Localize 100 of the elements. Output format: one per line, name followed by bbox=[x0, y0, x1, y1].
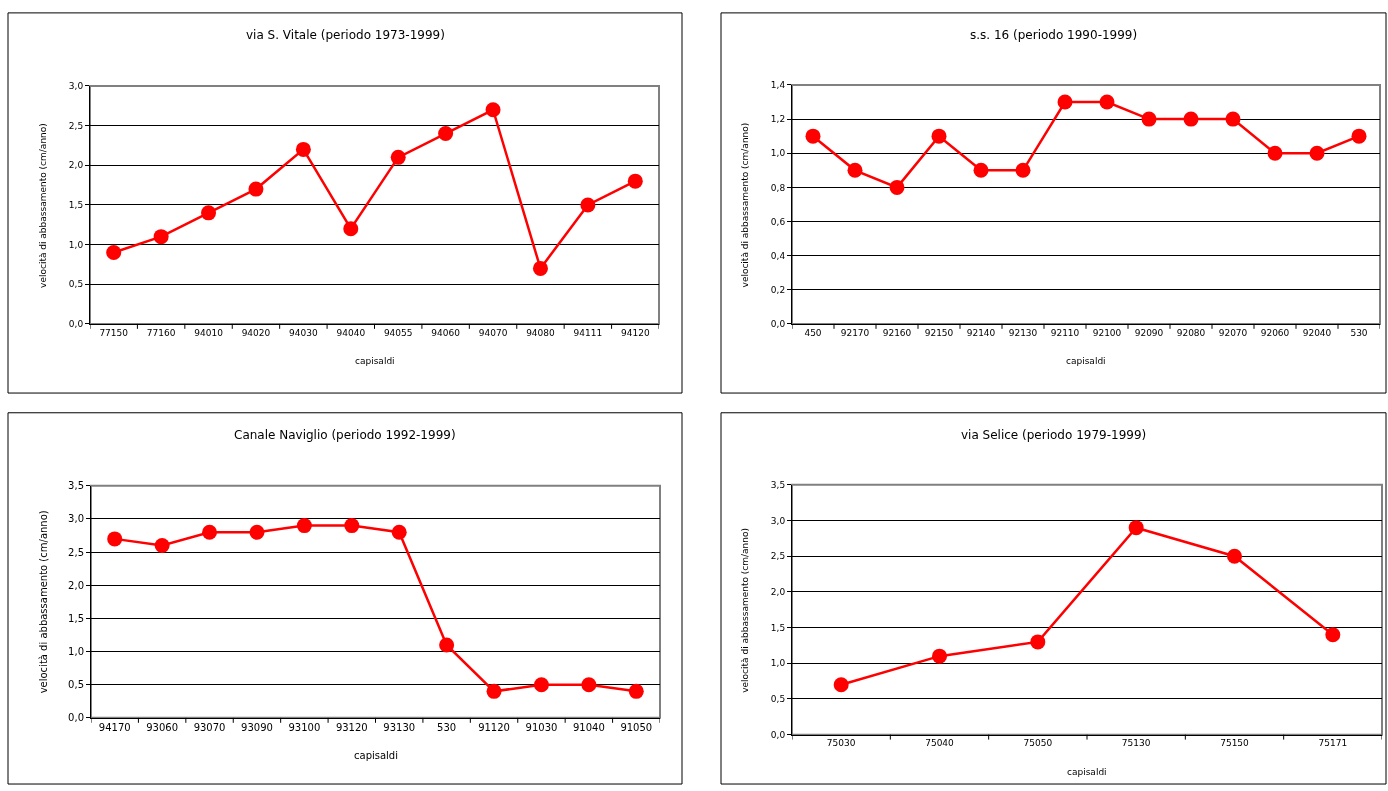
x-tick-label: 530 bbox=[437, 721, 457, 733]
point bbox=[485, 102, 501, 118]
y-tick-label: 1,5 bbox=[770, 622, 786, 633]
point bbox=[438, 126, 454, 142]
x-tick-label: 75040 bbox=[925, 738, 955, 749]
x-tick-label: 77150 bbox=[99, 327, 129, 338]
point bbox=[805, 128, 821, 144]
point bbox=[248, 181, 264, 197]
x-tick-label: 92130 bbox=[1008, 327, 1038, 338]
point bbox=[1057, 94, 1073, 110]
y-tick-label: 0,5 bbox=[68, 679, 84, 691]
x-tick-label: 91050 bbox=[620, 721, 653, 733]
point bbox=[1183, 111, 1199, 127]
y-tick-label: 0,2 bbox=[770, 284, 786, 295]
point bbox=[439, 637, 455, 653]
y-axis-title: velocità di abbassamento (cm/anno) bbox=[740, 527, 751, 693]
x-tick-label: 92070 bbox=[1218, 327, 1248, 338]
x-tick-label: 75130 bbox=[1121, 738, 1151, 749]
point bbox=[533, 677, 549, 693]
x-tick-label: 93130 bbox=[383, 721, 416, 733]
point bbox=[581, 677, 597, 693]
y-tick-label: 3,5 bbox=[68, 480, 84, 492]
y-tick-label: 0,4 bbox=[770, 250, 786, 261]
point bbox=[1351, 128, 1367, 144]
y-tick-label: 1,2 bbox=[770, 114, 786, 125]
y-axis-title: velocità di abbassamento (cm/anno) bbox=[38, 123, 49, 288]
x-tick-label: 94010 bbox=[194, 327, 224, 338]
y-tick-label: 0,0 bbox=[68, 712, 84, 724]
x-tick-label: 91040 bbox=[572, 721, 605, 733]
x-axis-title: capisaldi bbox=[1067, 767, 1107, 777]
chart-title: s.s. 16 (periodo 1990-1999) bbox=[970, 28, 1138, 42]
point bbox=[889, 179, 905, 195]
y-tick-label: 0,0 bbox=[770, 319, 786, 330]
y-tick-label: 1,0 bbox=[770, 658, 786, 669]
x-tick-label: 93060 bbox=[146, 721, 179, 733]
y-axis-title: velocità di abbassamento (cm/anno) bbox=[739, 122, 750, 288]
x-tick-label: 94040 bbox=[336, 327, 366, 338]
point bbox=[1141, 111, 1157, 127]
point bbox=[1128, 520, 1144, 536]
point bbox=[1030, 634, 1046, 650]
x-tick-label: 92100 bbox=[1092, 327, 1122, 338]
point bbox=[201, 205, 217, 221]
x-tick-label: 92170 bbox=[840, 327, 870, 338]
x-tick-label: 92060 bbox=[1260, 327, 1290, 338]
point bbox=[153, 229, 169, 245]
x-tick-label: 94055 bbox=[383, 327, 413, 338]
point bbox=[580, 197, 596, 213]
point bbox=[1225, 111, 1241, 127]
x-tick-label: 92090 bbox=[1134, 327, 1164, 338]
x-tick-label: 92040 bbox=[1302, 327, 1332, 338]
y-tick-label: 2,5 bbox=[770, 551, 786, 562]
point bbox=[390, 149, 406, 165]
y-tick-label: 0,5 bbox=[770, 694, 786, 705]
point bbox=[628, 683, 644, 699]
x-tick-label: 93090 bbox=[241, 721, 273, 733]
x-tick-label: 94170 bbox=[98, 721, 131, 733]
point bbox=[532, 260, 548, 276]
x-axis-title: capisaldi bbox=[354, 750, 398, 761]
point bbox=[249, 524, 265, 540]
x-tick-label: 92140 bbox=[966, 327, 996, 338]
y-tick-label: 1,4 bbox=[770, 80, 786, 91]
x-tick-label: 94070 bbox=[478, 327, 508, 338]
y-tick-label: 3,0 bbox=[68, 513, 84, 525]
point bbox=[931, 128, 947, 144]
x-axis-title: capisaldi bbox=[355, 356, 395, 366]
y-tick-label: 3,0 bbox=[68, 81, 84, 92]
y-tick-label: 1,0 bbox=[68, 646, 84, 658]
y-tick-label: 1,5 bbox=[68, 612, 84, 624]
x-tick-label: 92110 bbox=[1050, 327, 1080, 338]
x-tick-label: 94111 bbox=[573, 327, 603, 338]
x-tick-label: 75150 bbox=[1220, 738, 1250, 749]
y-axis-title: velocità di abbassamento (cm/anno) bbox=[37, 510, 49, 694]
point bbox=[486, 683, 502, 699]
y-tick-label: 0,5 bbox=[68, 279, 84, 290]
x-tick-label: 75171 bbox=[1318, 738, 1348, 749]
y-tick-label: 1,0 bbox=[770, 148, 786, 159]
point bbox=[1227, 548, 1242, 564]
point bbox=[1267, 145, 1283, 161]
y-tick-label: 0,0 bbox=[68, 319, 84, 330]
point bbox=[344, 518, 360, 534]
point bbox=[295, 141, 311, 157]
point bbox=[833, 677, 849, 693]
point bbox=[1015, 162, 1031, 178]
y-tick-label: 3,0 bbox=[770, 515, 786, 526]
point bbox=[1309, 145, 1325, 161]
x-tick-label: 450 bbox=[804, 327, 822, 338]
x-tick-label: 93120 bbox=[335, 721, 368, 733]
y-tick-label: 0,0 bbox=[770, 729, 786, 740]
x-tick-label: 93100 bbox=[288, 721, 321, 733]
point bbox=[106, 245, 122, 261]
y-tick-label: 2,0 bbox=[68, 160, 84, 171]
point bbox=[932, 648, 947, 664]
y-tick-label: 2,0 bbox=[68, 579, 84, 591]
point bbox=[847, 162, 863, 178]
y-tick-label: 2,5 bbox=[68, 120, 84, 131]
x-tick-label: 92080 bbox=[1176, 327, 1206, 338]
x-tick-label: 94120 bbox=[620, 327, 650, 338]
x-tick-label: 530 bbox=[1350, 327, 1368, 338]
y-tick-label: 2,5 bbox=[68, 546, 84, 558]
x-tick-label: 91030 bbox=[525, 721, 558, 733]
